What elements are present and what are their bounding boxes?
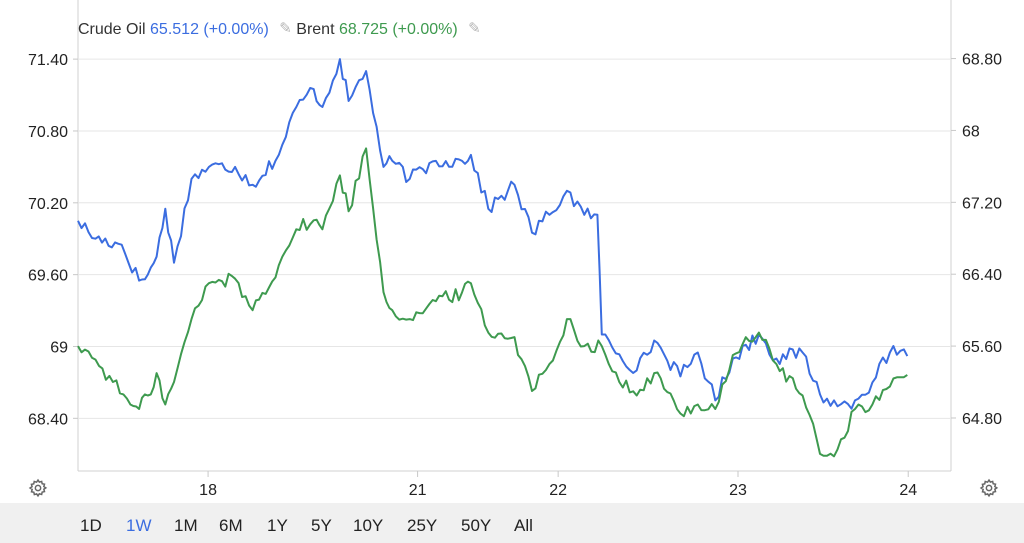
brent-line bbox=[77, 147, 908, 458]
right-tick-label: 65.60 bbox=[962, 339, 1002, 356]
legend-brent-value: 68.725 (+0.00%) bbox=[338, 21, 458, 38]
left-tick-label: 71.40 bbox=[28, 52, 68, 69]
gear-icon[interactable] bbox=[28, 478, 48, 498]
range-button-10y[interactable]: 10Y bbox=[353, 516, 384, 535]
left-tick-label: 69 bbox=[50, 339, 68, 356]
range-button-all[interactable]: All bbox=[514, 516, 533, 535]
x-tick-label: 21 bbox=[409, 482, 427, 499]
right-tick-label: 67.20 bbox=[962, 195, 1002, 212]
range-bar bbox=[0, 503, 1024, 543]
range-button-25y[interactable]: 25Y bbox=[407, 516, 438, 535]
x-tick-label: 23 bbox=[729, 482, 747, 499]
range-button-1d[interactable]: 1D bbox=[80, 516, 102, 535]
left-tick-label: 68.40 bbox=[28, 411, 68, 428]
gear-icon[interactable] bbox=[979, 478, 999, 498]
range-button-1w[interactable]: 1W bbox=[126, 516, 152, 535]
right-tick-label: 68.80 bbox=[962, 52, 1002, 69]
crude-oil-line bbox=[77, 58, 909, 410]
right-tick-label: 68 bbox=[962, 123, 980, 140]
range-button-5y[interactable]: 5Y bbox=[311, 516, 332, 535]
left-tick-label: 70.20 bbox=[28, 196, 68, 213]
legend-crude-value: 65.512 (+0.00%) bbox=[150, 21, 269, 38]
range-button-6m[interactable]: 6M bbox=[219, 516, 243, 535]
right-tick-label: 66.40 bbox=[962, 267, 1002, 284]
legend-crude-name: Crude Oil bbox=[78, 21, 146, 38]
legend-brent-name: Brent bbox=[296, 21, 335, 38]
right-tick-label: 64.80 bbox=[962, 411, 1002, 428]
pencil-icon[interactable]: ✎ bbox=[468, 20, 481, 37]
range-button-1m[interactable]: 1M bbox=[174, 516, 198, 535]
x-tick-label: 24 bbox=[899, 482, 917, 499]
range-button-1y[interactable]: 1Y bbox=[267, 516, 288, 535]
x-tick-label: 18 bbox=[199, 482, 217, 499]
left-tick-label: 70.80 bbox=[28, 124, 68, 141]
left-tick-label: 69.60 bbox=[28, 268, 68, 285]
chart-legend: Crude Oil 65.512 (+0.00%) ✎ Brent 68.725… bbox=[78, 20, 481, 39]
pencil-icon[interactable]: ✎ bbox=[279, 20, 292, 37]
range-button-50y[interactable]: 50Y bbox=[461, 516, 492, 535]
x-tick-label: 22 bbox=[549, 482, 567, 499]
